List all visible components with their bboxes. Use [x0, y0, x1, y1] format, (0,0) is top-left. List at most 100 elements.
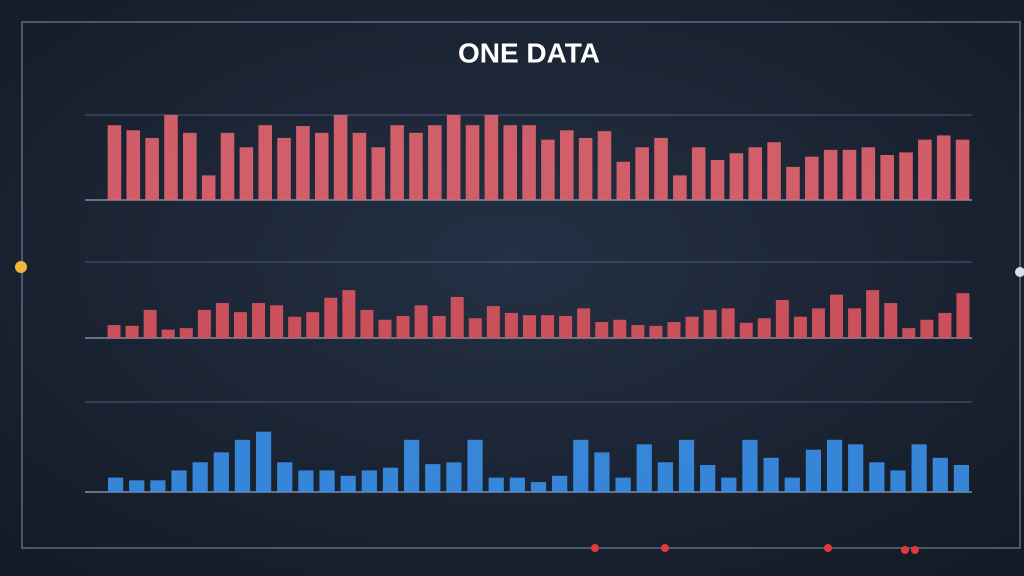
bar [234, 439, 251, 492]
bar [830, 294, 844, 338]
bar [805, 449, 822, 492]
bar [700, 465, 716, 492]
bar [258, 125, 272, 200]
indicator [911, 546, 919, 554]
bar [277, 137, 291, 200]
bar [721, 477, 737, 492]
bar [657, 462, 673, 492]
bar [691, 147, 706, 200]
bar [530, 482, 547, 492]
bar [390, 125, 404, 200]
bar [578, 137, 593, 200]
bar [288, 316, 302, 338]
bar [541, 315, 555, 338]
bar [866, 290, 880, 338]
bar [382, 467, 399, 492]
bar [936, 135, 951, 200]
bar [685, 316, 699, 338]
bar [956, 293, 970, 338]
bar [932, 457, 948, 492]
bar [352, 132, 367, 200]
indicator [1015, 267, 1024, 277]
bar [631, 325, 645, 338]
bar [880, 154, 894, 200]
bar [306, 312, 320, 338]
bar [428, 125, 442, 200]
bar [597, 131, 612, 200]
bar [920, 319, 934, 338]
bar [842, 149, 857, 200]
bar [559, 130, 574, 200]
bar [179, 328, 193, 338]
bar [636, 444, 652, 492]
bar [739, 322, 753, 338]
bar [869, 462, 885, 492]
bar [673, 175, 687, 200]
bar [183, 132, 197, 200]
bar [559, 315, 573, 338]
bar [793, 316, 807, 338]
bar [371, 147, 386, 200]
bar [503, 125, 518, 200]
bar [729, 153, 744, 200]
bar [197, 309, 211, 338]
bar [786, 166, 800, 200]
bar [826, 439, 843, 492]
bar [255, 431, 272, 492]
bar [721, 308, 735, 338]
bar [488, 477, 504, 492]
bar [486, 306, 500, 338]
bar [522, 315, 536, 338]
bar [468, 318, 482, 338]
bar [396, 315, 410, 338]
bar [805, 156, 819, 200]
bar [409, 132, 423, 200]
bar [763, 457, 779, 492]
bar [107, 325, 121, 338]
bar [342, 290, 356, 338]
bar [446, 462, 462, 492]
bar [360, 309, 374, 338]
bar [324, 297, 338, 338]
bar [748, 147, 763, 200]
bar [171, 470, 187, 492]
bar [465, 125, 480, 200]
bar [239, 147, 254, 200]
bar [414, 305, 428, 338]
bar [161, 329, 175, 338]
bar [296, 126, 310, 200]
bar [710, 160, 725, 200]
bar [233, 312, 247, 338]
bar [613, 319, 627, 338]
bar [270, 305, 284, 338]
bar [107, 477, 124, 492]
bar [703, 309, 717, 338]
bar [654, 137, 668, 200]
bar [450, 296, 464, 338]
bar [848, 444, 864, 492]
bar [938, 312, 952, 338]
bar [678, 439, 695, 492]
bar [125, 325, 139, 338]
bar [277, 462, 293, 492]
bar [635, 147, 649, 200]
bar [577, 308, 591, 338]
bar [504, 312, 518, 338]
bar [145, 137, 159, 200]
bar [615, 477, 631, 492]
bar [767, 142, 781, 200]
bar [823, 149, 838, 200]
bar [784, 477, 800, 492]
bar [775, 300, 789, 338]
bar [595, 322, 609, 338]
bar [955, 139, 970, 200]
bar [890, 470, 906, 492]
bar [649, 325, 663, 338]
indicator [661, 544, 669, 552]
bar [848, 308, 862, 338]
bar [340, 475, 356, 492]
bar [899, 152, 913, 200]
indicator [901, 546, 909, 554]
page-title: ONE DATA [458, 37, 600, 68]
